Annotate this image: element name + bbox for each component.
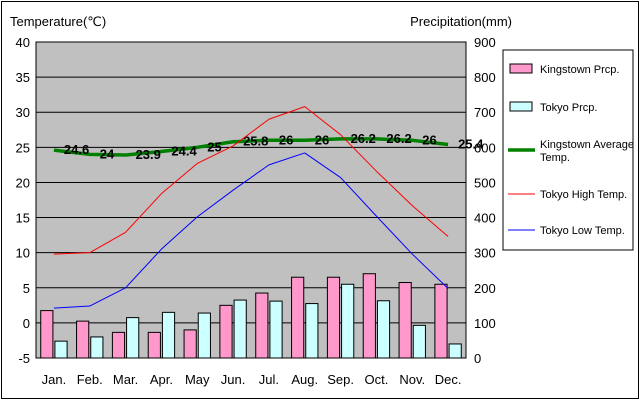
x-tick-label: Nov.	[399, 372, 425, 387]
y-left-tick-label: 40	[16, 35, 30, 50]
x-tick-label: Apr.	[150, 372, 173, 387]
y-left-title: Temperature(℃)	[10, 14, 106, 29]
bar-tokyo-prcp	[376, 300, 391, 359]
y-right-tick-label: 900	[474, 35, 496, 50]
legend-swatch	[509, 101, 533, 112]
x-tick-label: Mar.	[113, 372, 138, 387]
y-left-tick-label: -5	[18, 351, 30, 366]
bar-kingstown-prcp	[326, 276, 341, 359]
bar-kingstown-prcp	[40, 310, 54, 359]
bar-tokyo-prcp	[90, 336, 104, 359]
y-left-tick-label: 10	[16, 246, 30, 261]
x-tick-label: Aug.	[291, 372, 318, 387]
bar-kingstown-prcp	[76, 320, 90, 359]
data-label-kingstown-avg: 26	[422, 132, 436, 147]
x-tick-label: Feb.	[77, 372, 103, 387]
bar-kingstown-prcp	[362, 273, 376, 359]
x-tick-label: Jun.	[221, 372, 246, 387]
bar-tokyo-prcp	[305, 303, 319, 359]
bar-tokyo-prcp	[269, 300, 283, 359]
bar-tokyo-prcp	[161, 311, 176, 359]
bar-kingstown-prcp	[219, 304, 233, 359]
data-label-kingstown-avg: 24.6	[64, 142, 89, 157]
bar-tokyo-prcp	[412, 324, 426, 359]
data-label-kingstown-avg: 25.4	[458, 137, 484, 152]
line-tokyo-low-temp	[53, 152, 449, 309]
data-label-kingstown-avg: 26	[279, 132, 293, 147]
y-left-tick-label: 5	[23, 281, 30, 296]
y-right-tick-label: 500	[474, 175, 496, 190]
y-right-tick-label: 700	[474, 105, 496, 120]
bar-kingstown-prcp	[291, 276, 305, 359]
legend-label: Kingstown Prcp.	[540, 64, 619, 76]
bar-tokyo-prcp	[341, 283, 355, 359]
x-tick-label: May	[185, 372, 210, 387]
bar-tokyo-prcp	[448, 343, 462, 359]
y-right-tick-label: 100	[474, 316, 496, 331]
y-left-tick-label: 15	[16, 211, 30, 226]
x-tick-label: Jul.	[259, 372, 279, 387]
y-left-tick-label: 25	[16, 140, 30, 155]
legend-label: Tokyo High Temp.	[540, 189, 627, 201]
y-left-tick-label: 35	[16, 70, 30, 85]
y-right-title: Precipitation(mm)	[410, 14, 512, 29]
y-left-tick-label: 30	[16, 105, 30, 120]
bar-kingstown-prcp	[111, 331, 126, 359]
x-tick-label: Jan.	[42, 372, 67, 387]
legend-swatch	[509, 63, 533, 74]
y-right-tick-label: 300	[474, 246, 496, 261]
line-tokyo-high-temp	[53, 106, 449, 255]
bar-kingstown-prcp	[434, 283, 448, 359]
y-right-tick-label: 0	[474, 351, 481, 366]
y-right-tick-label: 600	[474, 140, 496, 155]
bar-kingstown-prcp	[398, 282, 412, 359]
bar-kingstown-prcp	[255, 292, 269, 359]
y-right-tick-label: 800	[474, 70, 496, 85]
line-kingstown-avg-temp	[53, 137, 449, 157]
y-right-tick-label: 200	[474, 281, 496, 296]
bar-tokyo-prcp	[197, 312, 211, 359]
x-tick-label: Sep.	[327, 372, 354, 387]
data-label-kingstown-avg: 25	[207, 139, 221, 154]
plot-area	[35, 41, 467, 359]
bar-tokyo-prcp	[54, 340, 68, 359]
legend-label: Kingstown Average Temp.	[540, 139, 634, 164]
y-left-tick-label: 0	[23, 316, 30, 331]
bar-tokyo-prcp	[126, 317, 140, 359]
legend: Kingstown Prcp. Tokyo Prcp. Kingstown Aver…	[502, 49, 634, 251]
x-tick-label: Dec.	[435, 372, 462, 387]
data-label-kingstown-avg: 26.2	[386, 131, 411, 146]
x-tick-label: Oct.	[364, 372, 388, 387]
data-label-kingstown-avg: 26.2	[351, 131, 376, 146]
bar-kingstown-prcp	[147, 331, 161, 359]
legend-label: Tokyo Prcp.	[540, 102, 597, 114]
data-label-kingstown-avg: 24.4	[171, 144, 197, 159]
y-right-tick-label: 400	[474, 211, 496, 226]
data-label-kingstown-avg: 25.8	[243, 134, 268, 149]
data-label-kingstown-avg: 24	[100, 146, 115, 161]
data-label-kingstown-avg: 23.9	[136, 147, 161, 162]
bar-kingstown-prcp	[183, 329, 197, 359]
data-label-kingstown-avg: 26	[315, 132, 329, 147]
legend-label: Tokyo Low Temp.	[540, 225, 625, 237]
bar-tokyo-prcp	[233, 299, 247, 359]
y-left-tick-label: 20	[16, 175, 30, 190]
